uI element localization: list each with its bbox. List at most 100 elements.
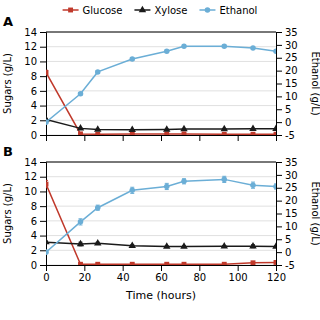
tick-label: 20 [285,195,298,206]
point [180,125,187,131]
tick-mark [40,47,46,48]
y-axis: 02468101214 [24,157,46,271]
series [46,180,276,265]
tick-label: 30 [285,40,298,51]
point [78,262,83,265]
tick-mark [276,214,282,215]
y2-axis: -505101520253035 [276,27,298,141]
tick: 14 [24,157,46,168]
tick-label: 100 [229,272,248,283]
y-axis-title: Sugars (g/L) [2,53,13,114]
tick-mark [238,265,239,271]
tick: 0 [31,130,46,141]
tick-label: 8 [31,201,37,212]
tick-label: 25 [285,182,298,193]
point [46,119,49,125]
tick-mark [238,135,239,141]
tick-mark [40,120,46,121]
tick-label: 6 [31,216,37,227]
tick: 10 [276,91,298,102]
tick-mark [276,188,282,189]
tick-label: 0 [285,247,291,258]
tick-mark [276,71,282,72]
line [46,179,276,252]
tick-mark [276,175,282,176]
legend-label: Ethanol [219,5,257,16]
tick-label: 35 [285,27,298,38]
line [46,72,276,134]
frame [46,32,276,33]
tick-mark [40,32,46,33]
point [251,132,256,135]
tick-label: 2 [31,245,37,256]
tick-mark [276,201,282,202]
axis-line [277,163,283,266]
tick-mark [276,135,282,136]
point [163,125,170,131]
tick-mark [40,106,46,107]
legend: GlucoseXyloseEthanol [63,5,258,16]
point [180,242,187,248]
tick: 20 [276,195,298,206]
point [77,124,84,130]
point [129,188,135,194]
tick-mark [40,76,46,77]
x-axis: 020406080100120 [43,265,286,283]
point [250,45,256,51]
tick: 0 [43,265,49,283]
tick-label: 8 [31,71,37,82]
panel: 02468101214-505101520253035Sugars (g/L)E… [2,14,320,141]
tick: 15 [276,208,298,219]
point [221,177,227,183]
frame [46,162,276,163]
tick-label: 10 [285,221,298,232]
tick-label: 35 [285,157,298,168]
tick-label: 2 [31,115,37,126]
point [46,249,49,255]
tick: 6 [31,86,46,97]
plot-area [46,43,276,135]
tick: 100 [229,265,248,283]
tick-label: 14 [24,27,37,38]
tick: 10 [276,221,298,232]
tick [161,135,162,141]
axis-line [47,136,277,142]
grid [46,162,276,265]
legend-marker [68,8,73,13]
tick-mark [199,265,200,271]
tick: 10 [24,56,46,67]
grid-line [46,162,276,163]
tick: 60 [155,265,168,283]
tick-mark [40,265,46,266]
tick-mark [123,135,124,141]
tick [238,135,239,141]
tick-mark [40,162,46,163]
point [181,43,187,49]
error-bar [251,182,255,188]
tick-mark [40,91,46,92]
grid-line [46,76,276,77]
point [181,179,187,185]
axis-line [40,163,47,266]
grid-line [46,191,276,192]
series [46,43,276,124]
tick-label: 30 [285,170,298,181]
point [95,69,101,75]
point [94,125,101,131]
grid-line [46,32,276,33]
tick-label: 0 [285,117,291,128]
tick: 30 [276,170,298,181]
tick-mark [276,32,282,33]
point [78,219,84,225]
point [129,56,135,62]
tick-label: 0 [31,130,37,141]
point [78,91,84,97]
tick: 30 [276,40,298,51]
point [182,131,187,135]
tick: 8 [31,201,46,212]
tick [84,135,85,141]
tick-mark [276,226,282,227]
tick-mark [276,162,282,163]
tick-label: 60 [155,272,168,283]
tick: 14 [24,27,46,38]
